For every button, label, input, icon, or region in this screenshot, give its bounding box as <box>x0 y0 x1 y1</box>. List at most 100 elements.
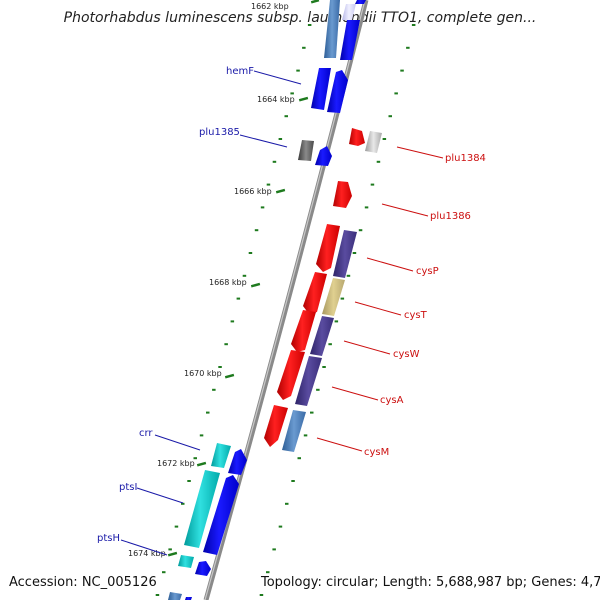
tick-dot <box>272 548 276 551</box>
tick-dot <box>334 320 339 323</box>
gene-label-cysW[interactable]: cysW <box>393 349 420 360</box>
tick-dot <box>394 92 398 95</box>
tick-dot <box>376 160 381 163</box>
gene-lavender-top[interactable] <box>342 4 356 20</box>
tick-label: 1672 kbp <box>157 459 195 468</box>
tick-dot <box>310 411 314 414</box>
gene-cysM-steel[interactable] <box>282 410 306 452</box>
gene-ptsI-blue[interactable] <box>203 475 239 555</box>
gene-plu1385-blue[interactable] <box>315 146 332 166</box>
tick-dot <box>218 366 222 368</box>
tick-dot <box>297 457 301 460</box>
tick-dot <box>248 252 253 254</box>
tick-dot <box>285 502 289 505</box>
gene-blue-top-edge[interactable] <box>355 0 366 4</box>
tick-dot <box>358 229 363 232</box>
gene-ptsI-cyan[interactable] <box>184 470 220 548</box>
tick-dot <box>307 24 312 26</box>
tick-dot <box>181 502 185 505</box>
tick-label: 1670 kbp <box>184 369 222 378</box>
tick-dot <box>236 297 241 300</box>
tick-dot <box>316 388 320 391</box>
tick-dot <box>278 138 283 140</box>
tick-dot <box>400 69 404 72</box>
gene-blue-top[interactable] <box>340 20 360 60</box>
tick-dot <box>406 46 410 49</box>
tick-dot <box>382 138 387 140</box>
gene-cysP-slate[interactable] <box>333 230 357 278</box>
tick-dot <box>346 274 351 277</box>
gene-cysT-khaki[interactable] <box>322 278 345 316</box>
gene-plu1384-red[interactable] <box>349 128 365 146</box>
tick-dot <box>302 46 306 49</box>
tick-dot <box>364 206 369 209</box>
tick-dot <box>260 206 265 209</box>
tick-dot <box>212 388 216 391</box>
tick-dot <box>254 229 259 232</box>
gene-label-cysT[interactable]: cysT <box>404 310 428 321</box>
tick-dot <box>322 366 326 368</box>
tick-dot <box>259 594 264 596</box>
tick-label: 1666 kbp <box>234 187 272 196</box>
accession-text: Accession: NC_005126 <box>9 575 157 590</box>
gene-cysW-slate[interactable] <box>310 316 334 356</box>
gene-label-cysA[interactable]: cysA <box>380 395 404 406</box>
tick-dot <box>174 525 179 528</box>
tick-dot <box>284 115 288 118</box>
gene-crr-blue[interactable] <box>228 449 247 475</box>
map-title: Photorhabdus luminescens subsp. laumondi… <box>63 10 537 26</box>
gene-hemF-b[interactable] <box>327 70 348 113</box>
gene-plu1384-gray[interactable] <box>365 131 382 153</box>
gene-blue-bottom[interactable] <box>185 597 192 600</box>
tick-dot <box>278 525 283 528</box>
gene-label-plu1385[interactable]: plu1385 <box>199 127 240 138</box>
gene-label-crr[interactable]: crr <box>139 428 153 439</box>
gene-hemF[interactable] <box>311 68 331 110</box>
tick-dot <box>242 274 247 277</box>
gene-label-plu1384[interactable]: plu1384 <box>445 153 486 164</box>
tick-label: 1662 kbp <box>251 2 289 11</box>
gene-plu1385-gray[interactable] <box>298 140 314 161</box>
tick-dot <box>199 434 204 437</box>
tick-dot <box>388 115 392 118</box>
gene-cysP-red[interactable] <box>316 224 340 272</box>
tick-dot <box>303 434 308 437</box>
gene-plu1386[interactable] <box>333 181 352 208</box>
gene-cysA-red[interactable] <box>277 350 305 400</box>
tick-dots <box>155 24 416 596</box>
tick-dot <box>155 594 160 596</box>
tick-label: 1668 kbp <box>209 278 247 287</box>
tick-dot <box>411 24 416 26</box>
gene-label-plu1386[interactable]: plu1386 <box>430 211 471 222</box>
tick-dot <box>291 480 295 482</box>
tick-dot <box>230 320 235 323</box>
tick-dot <box>266 571 270 574</box>
gene-crr-cyan[interactable] <box>211 443 231 468</box>
gene-steelblue-top[interactable] <box>324 0 340 58</box>
tick-dot <box>193 457 197 460</box>
tick-dot <box>206 411 210 414</box>
gene-cysA-slate[interactable] <box>295 356 322 406</box>
tick-dot <box>328 343 332 346</box>
gene-label-hemF[interactable]: hemF <box>226 66 254 77</box>
leader-lines <box>120 70 444 556</box>
tick-dot <box>352 252 357 254</box>
gene-ptsH-cyan[interactable] <box>178 555 194 568</box>
tick-dot <box>290 92 294 95</box>
gene-cysM-red[interactable] <box>264 405 288 447</box>
tick-dot <box>187 480 191 482</box>
tick-label: 1674 kbp <box>128 549 166 558</box>
gene-ptsH-blue[interactable] <box>195 561 211 576</box>
gene-label-ptsI[interactable]: ptsI <box>119 482 137 493</box>
tick-dot <box>168 548 172 551</box>
gene-steelblue-bottom[interactable] <box>168 592 182 600</box>
gene-label-cysP[interactable]: cysP <box>416 266 439 277</box>
tick-label: 1664 kbp <box>257 95 295 104</box>
tick-major <box>167 0 320 557</box>
gene-label-ptsH[interactable]: ptsH <box>97 533 120 544</box>
gene-cysW-red[interactable] <box>291 310 316 352</box>
gene-cysT-red[interactable] <box>303 272 327 314</box>
tick-dot <box>370 183 375 186</box>
gene-label-cysM[interactable]: cysM <box>364 447 389 458</box>
